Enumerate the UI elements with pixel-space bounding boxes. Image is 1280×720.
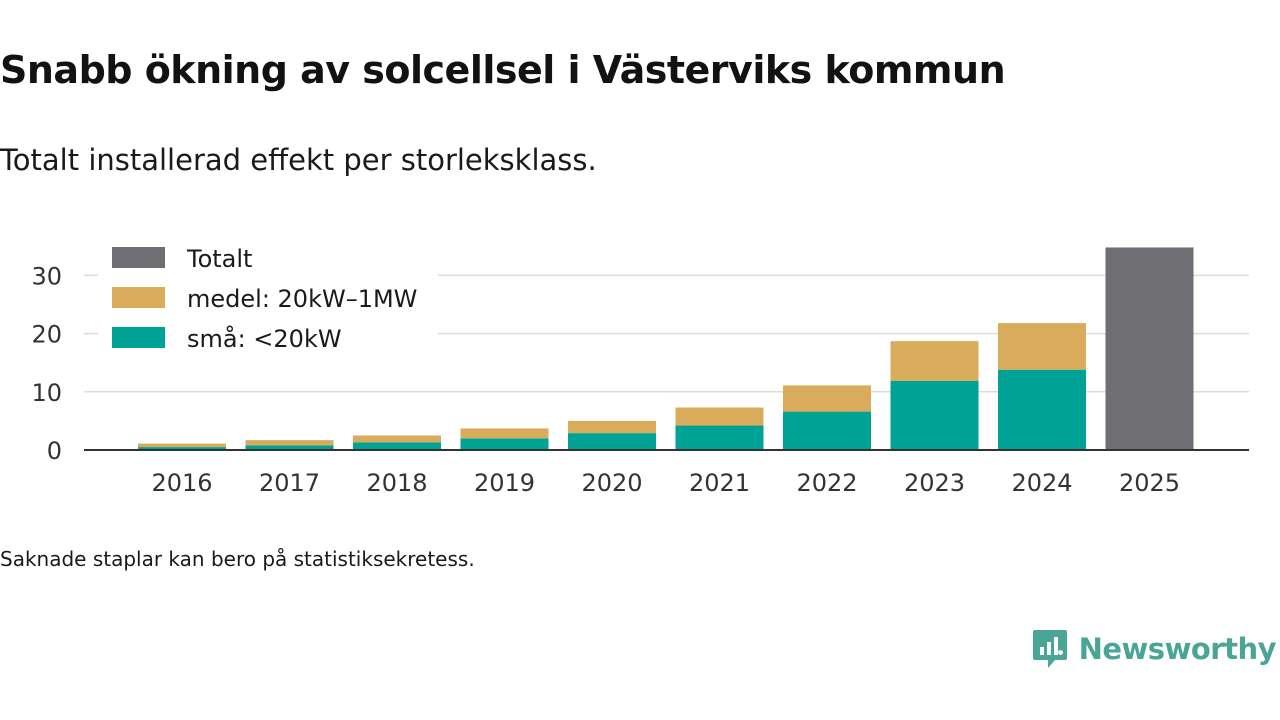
y-tick-label: 20: [31, 321, 62, 349]
bar-small-2019: [460, 438, 549, 450]
brand-name: Newsworthy: [1078, 632, 1277, 666]
bar-total-2025: [1105, 247, 1194, 450]
chart-title: Snabb ökning av solcellsel i Västerviks …: [0, 48, 1006, 92]
bar-medium-2024: [998, 323, 1086, 370]
y-tick-label: 30: [31, 262, 62, 290]
bar-small-2023: [890, 380, 979, 450]
bar-small-2017: [245, 445, 334, 450]
legend-label-small: små: <20kW: [187, 324, 342, 353]
bar-small-2022: [783, 411, 871, 450]
chart-subtitle: Totalt installerad effekt per storlekskl…: [0, 143, 597, 177]
legend-swatch-total: [112, 247, 165, 268]
newsworthy-logo-icon: [1032, 630, 1067, 668]
bar-medium-2020: [568, 420, 656, 434]
x-tick-label: 2020: [581, 469, 642, 497]
legend-swatch-medium: [112, 287, 165, 308]
bar-medium-2016: [138, 443, 226, 448]
legend-label-medium: medel: 20kW–1MW: [187, 285, 417, 313]
footnote: Saknade staplar kan bero på statistiksek…: [0, 547, 475, 571]
stacked-bar-chart: 0 10 20 30 2016 2017 2018 2019 2020 2021 2022 2023…: [31, 244, 1249, 497]
x-tick-label: 2022: [796, 469, 857, 497]
x-tick-label: 2017: [259, 469, 320, 497]
y-tick-label: 0: [47, 437, 62, 465]
x-tick-label: 2024: [1011, 469, 1072, 497]
bar-medium-2021: [675, 407, 764, 426]
bar-small-2021: [675, 425, 764, 450]
x-tick-label: 2021: [689, 469, 750, 497]
x-axis-tick-labels: 2016 2017 2018 2019 2020 2021 2022 2023 2024 2025: [151, 469, 1180, 497]
x-tick-label: 2025: [1119, 469, 1180, 497]
legend-label-total: Totalt: [186, 245, 252, 273]
bar-small-2024: [998, 369, 1086, 450]
brand-logo: Newsworthy: [1031, 628, 1277, 670]
x-tick-label: 2016: [151, 469, 212, 497]
bar-medium-2019: [460, 428, 549, 439]
bar-small-2020: [568, 433, 656, 450]
bars: [138, 247, 1194, 450]
bar-medium-2018: [353, 435, 441, 443]
legend: Totalt medel: 20kW–1MW små: <20kW: [98, 244, 438, 356]
bar-medium-2022: [783, 385, 871, 412]
bar-medium-2017: [245, 440, 334, 446]
x-tick-label: 2023: [904, 469, 965, 497]
bar-medium-2023: [890, 341, 979, 381]
x-tick-label: 2018: [366, 469, 427, 497]
y-tick-label: 10: [31, 379, 62, 407]
bar-small-2018: [353, 442, 441, 450]
x-tick-label: 2019: [474, 469, 535, 497]
bar-small-2016: [138, 447, 226, 450]
y-axis-tick-labels: 0 10 20 30: [31, 262, 62, 465]
legend-swatch-small: [112, 327, 165, 348]
